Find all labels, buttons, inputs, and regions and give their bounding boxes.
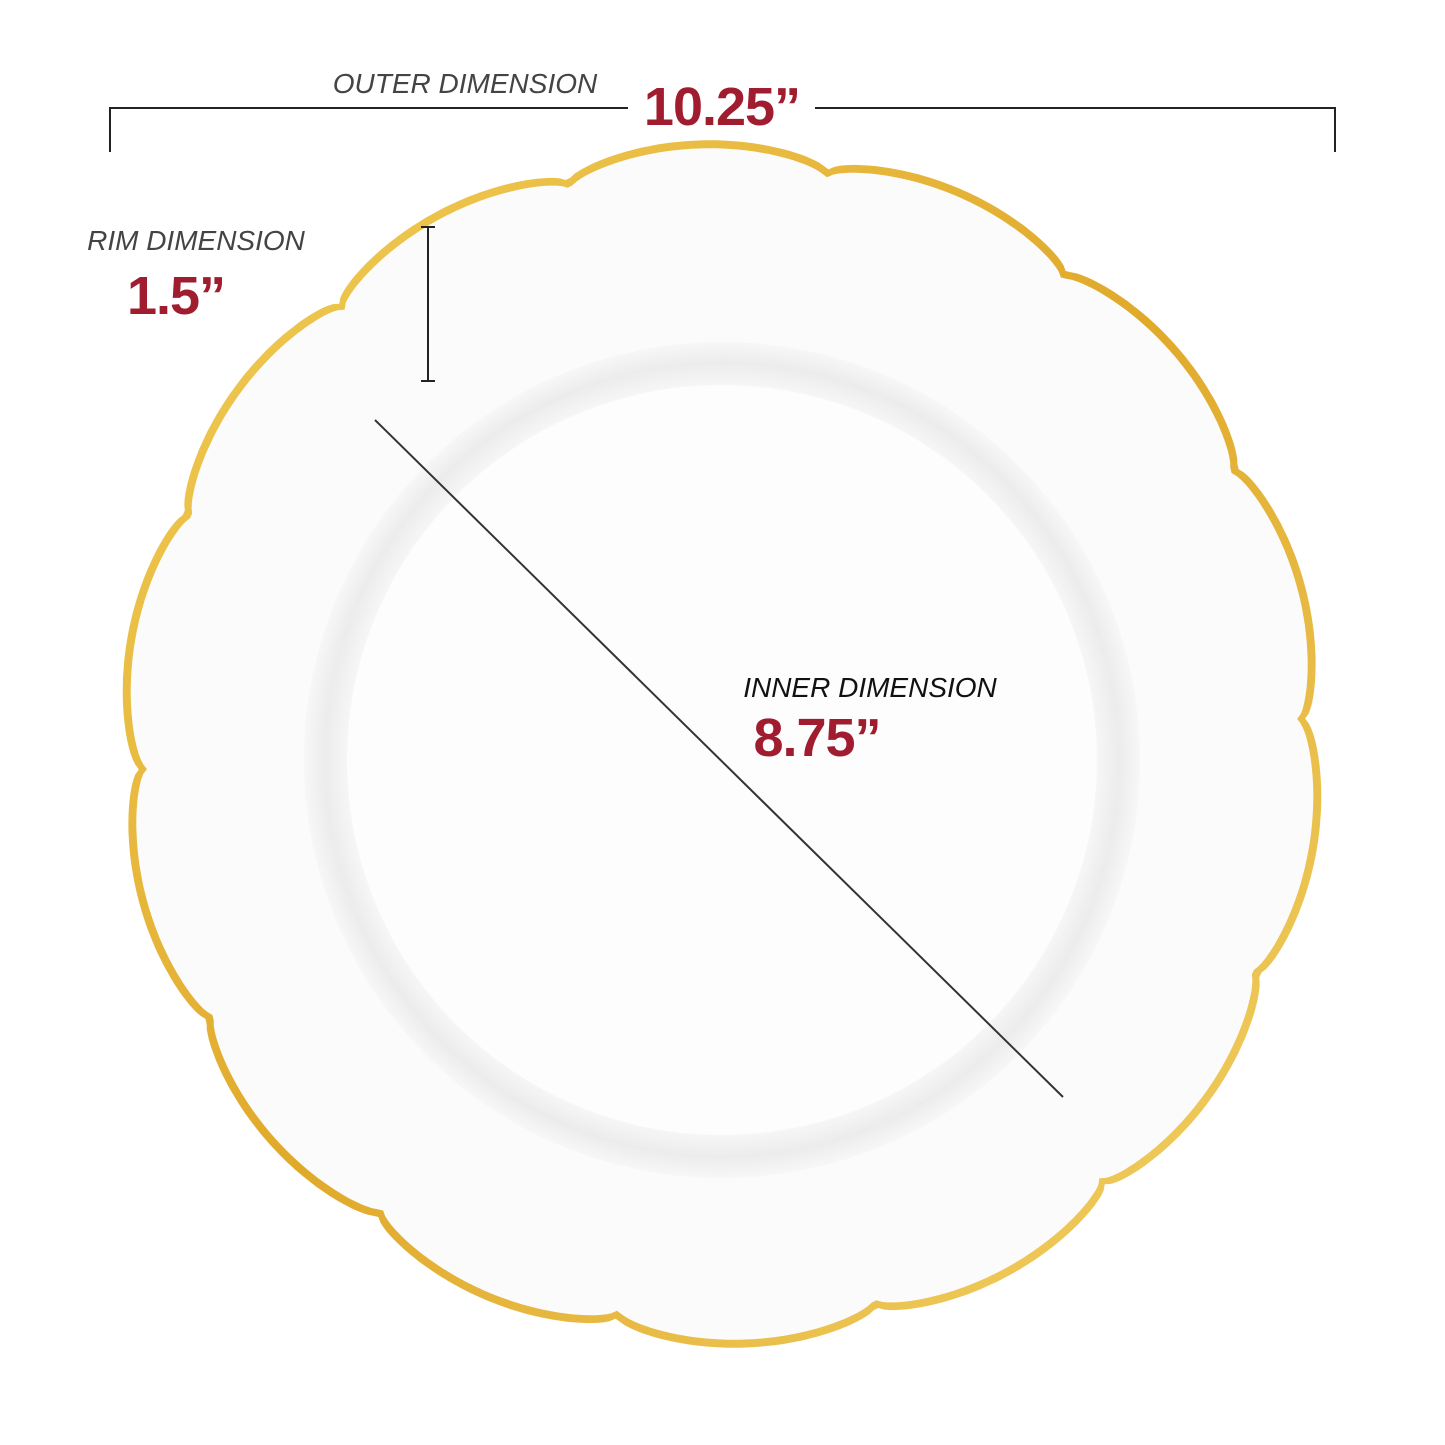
rim-line xyxy=(421,226,435,382)
plate xyxy=(122,140,1322,1348)
inner-line xyxy=(374,419,1064,1098)
rim-value: 1.5” xyxy=(127,266,225,326)
inner-label: INNER DIMENSION xyxy=(743,672,997,703)
plate-center xyxy=(347,385,1097,1135)
inner-value: 8.75” xyxy=(753,708,880,768)
outer-bracket xyxy=(109,107,1336,152)
outer-label: OUTER DIMENSION xyxy=(333,68,598,99)
outer-value: 10.25” xyxy=(644,77,800,137)
rim-label: RIM DIMENSION xyxy=(87,225,306,256)
